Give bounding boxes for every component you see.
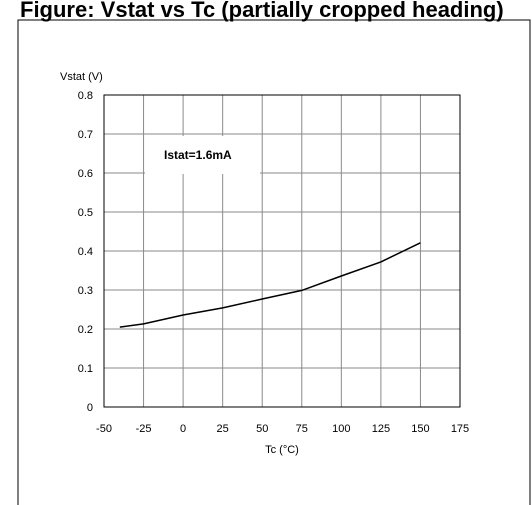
annotation-box xyxy=(145,136,260,174)
x-tick-labels: -50 -25 0 25 50 75 100 125 150 175 xyxy=(96,423,469,435)
x-tick-label: 0 xyxy=(180,423,186,435)
y-tick-label: 0.7 xyxy=(78,129,93,141)
figure-heading: Figure: Vstat vs Tc (partially cropped h… xyxy=(20,0,504,22)
y-tick-label: 0.5 xyxy=(78,207,93,219)
x-tick-label: 50 xyxy=(256,423,268,435)
x-tick-label: -25 xyxy=(136,423,152,435)
series-layer xyxy=(119,242,421,328)
x-tick-label: 175 xyxy=(451,423,469,435)
x-tick-label: 75 xyxy=(296,423,308,435)
x-tick-label: -50 xyxy=(96,423,112,435)
annotation-text: Istat=1.6mA xyxy=(164,148,232,162)
plot-border xyxy=(103,94,461,408)
y-tick-label: 0.8 xyxy=(78,90,93,102)
y-tick-label: 0.6 xyxy=(78,168,93,180)
x-tick-label: 125 xyxy=(372,423,390,435)
x-tick-label: 100 xyxy=(332,423,350,435)
y-tick-labels: 0 0.1 0.2 0.3 0.4 0.5 0.6 0.7 0.8 xyxy=(78,90,93,414)
y-tick-label: 0.4 xyxy=(78,246,93,258)
y-axis-label: Vstat (V) xyxy=(60,71,103,83)
figure-frame xyxy=(17,19,531,505)
series-line xyxy=(119,242,421,328)
y-tick-label: 0.3 xyxy=(78,285,93,297)
y-tick-label: 0.2 xyxy=(78,324,93,336)
y-tick-label: 0 xyxy=(87,402,93,414)
x-tick-label: 150 xyxy=(411,423,429,435)
x-tick-label: 25 xyxy=(217,423,229,435)
y-tick-label: 0.1 xyxy=(78,363,93,375)
x-axis-label: Tc (°C) xyxy=(265,444,299,456)
